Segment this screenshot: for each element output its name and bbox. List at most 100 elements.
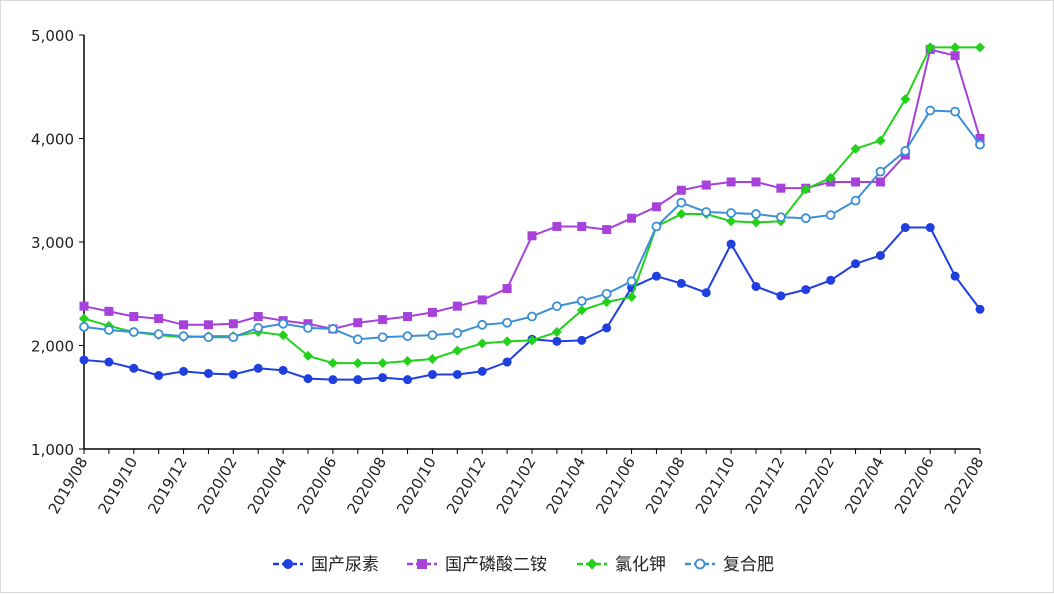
data-point: [353, 318, 363, 328]
data-point: [153, 329, 164, 340]
data-point: [851, 177, 861, 187]
x-tick-label: 2021/06: [592, 454, 639, 517]
x-tick-label: 2020/12: [443, 454, 490, 517]
x-tick-label: 2021/02: [493, 454, 540, 517]
data-point: [278, 330, 289, 341]
data-point: [851, 259, 861, 269]
data-point: [751, 209, 761, 219]
y-tick-label: 4,000: [31, 131, 74, 149]
data-point: [79, 313, 89, 324]
data-point: [850, 195, 861, 206]
data-point: [651, 221, 662, 232]
data-point: [502, 336, 513, 347]
y-tick-label: 5,000: [31, 27, 74, 45]
data-point: [228, 332, 239, 343]
data-point: [427, 369, 437, 379]
x-tick-label: 2022/04: [841, 454, 888, 517]
data-point: [129, 363, 139, 373]
data-point: [452, 301, 462, 311]
x-tick-label: 2022/02: [791, 454, 838, 517]
data-point: [104, 357, 114, 367]
data-point: [825, 172, 836, 183]
data-point: [800, 213, 811, 224]
legend-marker: [694, 558, 706, 570]
data-point: [477, 295, 487, 305]
data-point: [925, 42, 936, 53]
data-point: [676, 209, 687, 220]
data-point: [103, 325, 114, 335]
data-point: [452, 345, 463, 356]
data-point: [253, 363, 263, 373]
x-tick-label: 2020/08: [343, 454, 390, 517]
data-point: [726, 208, 737, 218]
data-point: [352, 334, 363, 345]
x-tick-label: 2020/06: [294, 454, 341, 517]
data-point: [875, 166, 886, 177]
data-point: [577, 335, 587, 345]
data-point: [427, 330, 438, 341]
data-point: [900, 146, 911, 156]
data-point: [228, 319, 238, 329]
series-layer: [79, 42, 985, 385]
data-point: [975, 139, 985, 150]
data-point: [303, 350, 313, 361]
data-point: [626, 276, 637, 287]
legend-item-1: 国产尿素: [273, 555, 379, 575]
data-point: [79, 355, 89, 365]
data-point: [925, 223, 935, 233]
data-point: [800, 184, 811, 195]
data-point: [228, 369, 238, 379]
data-point: [477, 319, 488, 330]
data-point: [651, 202, 661, 212]
data-point: [651, 271, 661, 281]
data-point: [502, 284, 512, 294]
data-point: [726, 239, 736, 249]
data-point: [402, 356, 413, 367]
data-point: [975, 304, 985, 314]
data-point: [701, 207, 712, 217]
data-point: [601, 297, 612, 308]
data-point: [577, 221, 587, 231]
data-point: [378, 315, 388, 325]
data-point: [776, 183, 786, 193]
data-point: [477, 338, 488, 349]
data-point: [801, 285, 811, 295]
data-point: [776, 291, 786, 301]
data-point: [975, 134, 985, 143]
data-point: [477, 366, 487, 376]
data-point: [726, 177, 736, 187]
data-point: [552, 221, 562, 231]
data-point: [378, 373, 388, 383]
data-point: [79, 301, 89, 311]
legend-label: 国产磷酸二铵: [445, 555, 547, 575]
data-point: [253, 323, 264, 333]
data-point: [79, 321, 89, 332]
data-point: [527, 231, 537, 241]
data-point: [203, 320, 213, 330]
data-point: [775, 212, 786, 223]
legend-label: 氯化钾: [615, 555, 666, 575]
y-tick-label: 3,000: [31, 234, 74, 252]
data-point: [128, 327, 139, 337]
data-point: [303, 323, 313, 333]
legend: 国产尿素 国产磷酸二铵 氯化钾 复合肥: [273, 555, 774, 575]
series-1: [79, 223, 985, 385]
data-point: [278, 365, 288, 375]
data-point: [576, 296, 587, 306]
series-4: [79, 105, 985, 345]
data-point: [328, 375, 338, 385]
data-point: [751, 217, 761, 228]
x-tick-label: 2020/02: [194, 454, 241, 517]
legend-item-2: 国产磷酸二铵: [407, 555, 547, 575]
legend-marker: [417, 559, 427, 569]
y-tick-label: 2,000: [31, 338, 74, 356]
data-point: [602, 225, 612, 235]
data-point: [751, 177, 761, 187]
series-line: [83, 226, 981, 381]
series-2: [79, 44, 985, 334]
data-point: [551, 327, 562, 338]
data-point: [104, 306, 114, 316]
data-point: [452, 328, 463, 338]
